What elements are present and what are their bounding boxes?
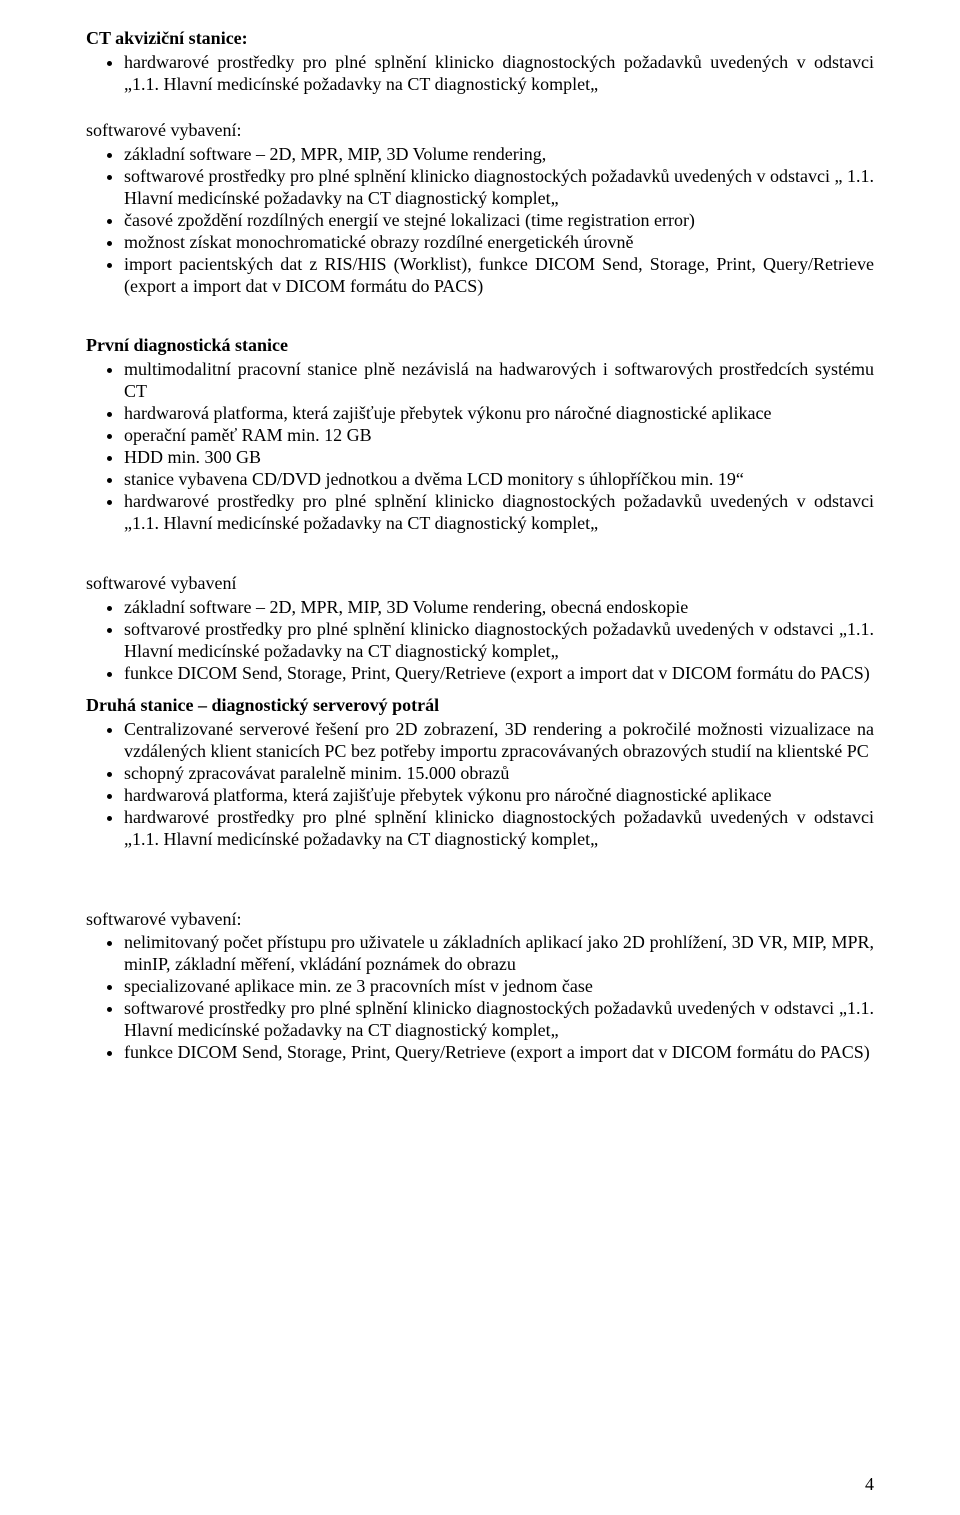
bullet-list: hardwarové prostředky pro plné splnění k… xyxy=(86,52,874,96)
list-item: hardwarové prostředky pro plné splnění k… xyxy=(124,807,874,851)
list-item: možnost získat monochromatické obrazy ro… xyxy=(124,232,874,254)
section-heading: softwarové vybavení: xyxy=(86,120,874,142)
section-heading: softwarové vybavení xyxy=(86,573,874,595)
section-heading: softwarové vybavení: xyxy=(86,909,874,931)
bullet-list: nelimitovaný počet přístupu pro uživatel… xyxy=(86,932,874,1064)
section-heading: CT akviziční stanice: xyxy=(86,28,874,50)
list-item: schopný zpracovávat paralelně minim. 15.… xyxy=(124,763,874,785)
list-item: základní software – 2D, MPR, MIP, 3D Vol… xyxy=(124,144,874,166)
list-item: softwarové prostředky pro plné splnění k… xyxy=(124,166,874,210)
list-item: multimodalitní pracovní stanice plně nez… xyxy=(124,359,874,403)
list-item: hardwarová platforma, která zajišťuje př… xyxy=(124,403,874,425)
section-heading: První diagnostická stanice xyxy=(86,335,874,357)
list-item: stanice vybavena CD/DVD jednotkou a dvěm… xyxy=(124,469,874,491)
list-item: hardwarová platforma, která zajišťuje př… xyxy=(124,785,874,807)
list-item: Centralizované serverové řešení pro 2D z… xyxy=(124,719,874,763)
list-item: hardwarové prostředky pro plné splnění k… xyxy=(124,52,874,96)
list-item: časové zpoždění rozdílných energií ve st… xyxy=(124,210,874,232)
list-item: softvarové prostředky pro plné splnění k… xyxy=(124,619,874,663)
page-number: 4 xyxy=(865,1474,874,1495)
section-heading: Druhá stanice – diagnostický serverový p… xyxy=(86,695,874,717)
list-item: specializované aplikace min. ze 3 pracov… xyxy=(124,976,874,998)
list-item: HDD min. 300 GB xyxy=(124,447,874,469)
list-item: operační paměť RAM min. 12 GB xyxy=(124,425,874,447)
list-item: funkce DICOM Send, Storage, Print, Query… xyxy=(124,663,874,685)
list-item: hardwarové prostředky pro plné splnění k… xyxy=(124,491,874,535)
list-item: nelimitovaný počet přístupu pro uživatel… xyxy=(124,932,874,976)
bullet-list: multimodalitní pracovní stanice plně nez… xyxy=(86,359,874,535)
bullet-list: základní software – 2D, MPR, MIP, 3D Vol… xyxy=(86,144,874,298)
list-item: import pacientských dat z RIS/HIS (Workl… xyxy=(124,254,874,298)
list-item: softwarové prostředky pro plné splnění k… xyxy=(124,998,874,1042)
bullet-list: Centralizované serverové řešení pro 2D z… xyxy=(86,719,874,851)
list-item: základní software – 2D, MPR, MIP, 3D Vol… xyxy=(124,597,874,619)
document-page: CT akviziční stanice: hardwarové prostře… xyxy=(0,0,960,1515)
list-item: funkce DICOM Send, Storage, Print, Query… xyxy=(124,1042,874,1064)
bullet-list: základní software – 2D, MPR, MIP, 3D Vol… xyxy=(86,597,874,685)
